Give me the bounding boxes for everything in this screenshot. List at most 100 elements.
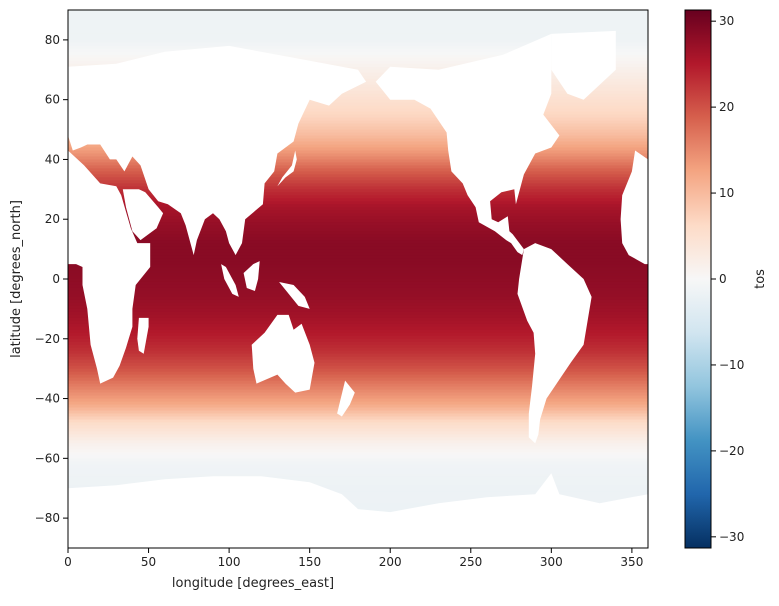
heatmap-band (68, 42, 648, 47)
heatmap-band (68, 488, 648, 492)
heatmap-band (68, 458, 648, 462)
heatmap-band (68, 261, 648, 265)
landmass-new-zealand (337, 380, 355, 417)
heatmap-band (68, 144, 648, 149)
heatmap-band (68, 210, 648, 214)
heatmap-band (68, 273, 648, 277)
heatmap-band (68, 135, 648, 140)
heatmap-band (68, 93, 648, 98)
heatmap-layer (68, 10, 648, 548)
heatmap-band (68, 99, 648, 104)
heatmap-band (68, 503, 648, 507)
colorbar-tick-label: 30 (719, 14, 734, 28)
heatmap-band (68, 48, 648, 53)
heatmap-band (68, 171, 648, 175)
heatmap-band (68, 138, 648, 143)
heatmap-band (68, 464, 648, 468)
heatmap-band (68, 296, 648, 301)
heatmap-band (68, 452, 648, 456)
heatmap-band (68, 18, 648, 23)
heatmap-band (68, 264, 648, 268)
heatmap-band (68, 446, 648, 450)
y-tick-label: 20 (45, 212, 60, 226)
landmass-new-guinea (279, 282, 310, 309)
heatmap-band (68, 371, 648, 376)
heatmap-band (68, 290, 648, 295)
heatmap-band (68, 174, 648, 178)
heatmap-band (68, 183, 648, 187)
heatmap-band (68, 350, 648, 355)
x-tick-label: 150 (298, 555, 321, 569)
colorbar-axis: −30 −20 −10 0 10 20 30 (711, 14, 744, 544)
heatmap-band (68, 341, 648, 346)
x-tick-label: 300 (540, 555, 563, 569)
heatmap-band (68, 326, 648, 331)
heatmap-band (68, 419, 648, 424)
landmass-north-america (375, 33, 560, 256)
heatmap-band (68, 344, 648, 349)
heatmap-band (68, 201, 648, 205)
heatmap-band (68, 383, 648, 388)
x-tick-label: 0 (64, 555, 72, 569)
heatmap-band (68, 24, 648, 29)
heatmap-band (68, 494, 648, 498)
y-tick-label: 0 (52, 272, 60, 286)
heatmap-band (68, 237, 648, 241)
x-axis-label: longitude [degrees_east] (172, 576, 334, 591)
landmass-europe-asia (68, 45, 367, 256)
heatmap-band (68, 485, 648, 489)
heatmap-band (68, 311, 648, 316)
heatmap-band (68, 51, 648, 56)
heatmap-band (68, 270, 648, 274)
heatmap-band (68, 332, 648, 337)
heatmap-band (68, 437, 648, 441)
landmass-africa-west-edge (620, 150, 648, 265)
heatmap-band (68, 434, 648, 439)
heatmap-band (68, 12, 648, 17)
heatmap-band (68, 177, 648, 181)
heatmap-band (68, 96, 648, 101)
heatmap-band (68, 479, 648, 483)
heatmap-band (68, 36, 648, 41)
landmass-australia (251, 314, 315, 393)
y-tick-label: −20 (35, 332, 60, 346)
heatmap-band (68, 392, 648, 397)
heatmap-band (68, 407, 648, 412)
heatmap-band (68, 413, 648, 418)
heatmap-band (68, 416, 648, 421)
heatmap-band (68, 168, 648, 172)
x-tick-label: 200 (379, 555, 402, 569)
heatmap-band (68, 317, 648, 322)
heatmap-band (68, 84, 648, 89)
x-tick-label: 50 (141, 555, 156, 569)
heatmap-band (68, 440, 648, 444)
heatmap-band (68, 467, 648, 471)
colorbar-tick-label: −30 (719, 530, 744, 544)
heatmap-band (68, 147, 648, 152)
heatmap-band (68, 33, 648, 38)
heatmap-band (68, 27, 648, 32)
heatmap-band (68, 63, 648, 68)
heatmap-band (68, 335, 648, 340)
heatmap-band (68, 284, 648, 289)
heatmap-band (68, 473, 648, 477)
heatmap-band (68, 60, 648, 65)
heatmap-band (68, 404, 648, 409)
heatmap-band (68, 165, 648, 170)
heatmap-band (68, 476, 648, 480)
heatmap-band (68, 359, 648, 364)
colorbar-tick-label: −20 (719, 444, 744, 458)
heatmap-band (68, 374, 648, 379)
heatmap-band (68, 410, 648, 415)
heatmap-band (68, 132, 648, 137)
heatmap-band (68, 279, 648, 283)
heatmap-band (68, 401, 648, 406)
heatmap-band (68, 54, 648, 59)
heatmap-band (68, 389, 648, 394)
heatmap-band (68, 461, 648, 465)
heatmap-band (68, 249, 648, 253)
heatmap-band (68, 117, 648, 122)
heatmap-band (68, 497, 648, 501)
landmass-japan (277, 150, 297, 187)
heatmap-band (68, 356, 648, 361)
